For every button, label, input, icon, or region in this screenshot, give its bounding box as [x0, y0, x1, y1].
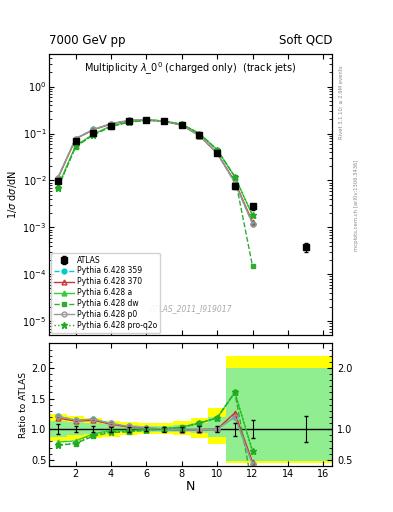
Text: 7000 GeV pp: 7000 GeV pp — [49, 34, 126, 47]
Pythia 6.428 a — [144, 117, 149, 123]
Pythia 6.428 a — [197, 131, 202, 137]
Pythia 6.428 dw — [250, 263, 255, 269]
Pythia 6.428 p0 — [215, 150, 219, 156]
Pythia 6.428 pro-q2o — [233, 174, 237, 180]
Pythia 6.428 370 — [215, 150, 219, 156]
Line: Pythia 6.428 a: Pythia 6.428 a — [55, 118, 255, 218]
Pythia 6.428 p0 — [233, 180, 237, 186]
Pythia 6.428 dw — [56, 185, 61, 191]
Pythia 6.428 pro-q2o — [250, 212, 255, 219]
Pythia 6.428 p0 — [108, 121, 114, 127]
Pythia 6.428 dw — [126, 119, 131, 125]
Y-axis label: Ratio to ATLAS: Ratio to ATLAS — [19, 372, 28, 438]
Pythia 6.428 pro-q2o — [144, 117, 149, 123]
Pythia 6.428 p0 — [126, 117, 131, 123]
Pythia 6.428 370 — [179, 122, 184, 129]
Pythia 6.428 a — [108, 123, 114, 129]
Pythia 6.428 p0 — [197, 133, 202, 139]
Line: Pythia 6.428 359: Pythia 6.428 359 — [55, 117, 255, 226]
Pythia 6.428 359 — [215, 150, 219, 156]
Pythia 6.428 pro-q2o — [162, 118, 167, 124]
Pythia 6.428 a — [162, 118, 167, 124]
X-axis label: N: N — [186, 480, 195, 493]
Pythia 6.428 p0 — [56, 175, 61, 181]
Text: Multiplicity $\lambda\_0^0$ (charged only)  (track jets): Multiplicity $\lambda\_0^0$ (charged onl… — [84, 61, 297, 77]
Pythia 6.428 359 — [144, 117, 149, 123]
Pythia 6.428 370 — [56, 175, 61, 181]
Pythia 6.428 p0 — [162, 118, 167, 124]
Pythia 6.428 dw — [215, 147, 219, 153]
Pythia 6.428 370 — [126, 118, 131, 124]
Pythia 6.428 a — [91, 131, 96, 137]
Pythia 6.428 370 — [197, 133, 202, 139]
Pythia 6.428 359 — [233, 180, 237, 186]
Pythia 6.428 a — [126, 119, 131, 125]
Pythia 6.428 370 — [144, 117, 149, 123]
Text: ATLAS_2011_I919017: ATLAS_2011_I919017 — [149, 304, 232, 313]
Pythia 6.428 dw — [179, 121, 184, 127]
Pythia 6.428 dw — [73, 144, 78, 150]
Text: mcplots.cern.ch [arXiv:1306.3436]: mcplots.cern.ch [arXiv:1306.3436] — [354, 159, 359, 250]
Pythia 6.428 359 — [250, 221, 255, 227]
Pythia 6.428 a — [73, 143, 78, 149]
Pythia 6.428 359 — [126, 117, 131, 123]
Pythia 6.428 359 — [91, 126, 96, 133]
Pythia 6.428 pro-q2o — [197, 131, 202, 137]
Pythia 6.428 370 — [250, 219, 255, 225]
Pythia 6.428 a — [56, 183, 61, 189]
Pythia 6.428 a — [250, 212, 255, 219]
Pythia 6.428 dw — [197, 131, 202, 137]
Line: Pythia 6.428 dw: Pythia 6.428 dw — [56, 118, 255, 268]
Pythia 6.428 dw — [162, 118, 167, 124]
Pythia 6.428 dw — [91, 132, 96, 138]
Pythia 6.428 pro-q2o — [73, 143, 78, 150]
Pythia 6.428 a — [179, 121, 184, 127]
Pythia 6.428 359 — [108, 121, 114, 127]
Pythia 6.428 dw — [144, 117, 149, 123]
Pythia 6.428 a — [233, 174, 237, 180]
Pythia 6.428 pro-q2o — [56, 185, 61, 191]
Y-axis label: 1/$\sigma$ d$\sigma$/dN: 1/$\sigma$ d$\sigma$/dN — [6, 170, 19, 219]
Line: Pythia 6.428 370: Pythia 6.428 370 — [55, 117, 255, 224]
Pythia 6.428 dw — [108, 123, 114, 130]
Pythia 6.428 370 — [162, 118, 167, 124]
Pythia 6.428 359 — [162, 118, 167, 124]
Pythia 6.428 a — [215, 147, 219, 153]
Pythia 6.428 p0 — [179, 122, 184, 129]
Text: Rivet 3.1.10; ≥ 2.9M events: Rivet 3.1.10; ≥ 2.9M events — [339, 66, 344, 139]
Pythia 6.428 370 — [91, 126, 96, 133]
Pythia 6.428 359 — [73, 136, 78, 142]
Pythia 6.428 dw — [233, 174, 237, 180]
Pythia 6.428 359 — [56, 175, 61, 181]
Pythia 6.428 pro-q2o — [215, 147, 219, 153]
Pythia 6.428 pro-q2o — [126, 119, 131, 125]
Legend: ATLAS, Pythia 6.428 359, Pythia 6.428 370, Pythia 6.428 a, Pythia 6.428 dw, Pyth: ATLAS, Pythia 6.428 359, Pythia 6.428 37… — [51, 252, 160, 333]
Pythia 6.428 370 — [233, 178, 237, 184]
Pythia 6.428 p0 — [144, 117, 149, 123]
Pythia 6.428 p0 — [73, 136, 78, 142]
Pythia 6.428 p0 — [91, 126, 96, 133]
Pythia 6.428 pro-q2o — [91, 132, 96, 138]
Line: Pythia 6.428 p0: Pythia 6.428 p0 — [55, 117, 255, 226]
Pythia 6.428 pro-q2o — [108, 123, 114, 130]
Pythia 6.428 pro-q2o — [179, 121, 184, 127]
Line: Pythia 6.428 pro-q2o: Pythia 6.428 pro-q2o — [55, 117, 255, 219]
Pythia 6.428 359 — [197, 133, 202, 139]
Pythia 6.428 p0 — [250, 221, 255, 227]
Pythia 6.428 370 — [73, 136, 78, 142]
Pythia 6.428 359 — [179, 122, 184, 129]
Text: Soft QCD: Soft QCD — [279, 34, 332, 47]
Pythia 6.428 370 — [108, 121, 114, 127]
